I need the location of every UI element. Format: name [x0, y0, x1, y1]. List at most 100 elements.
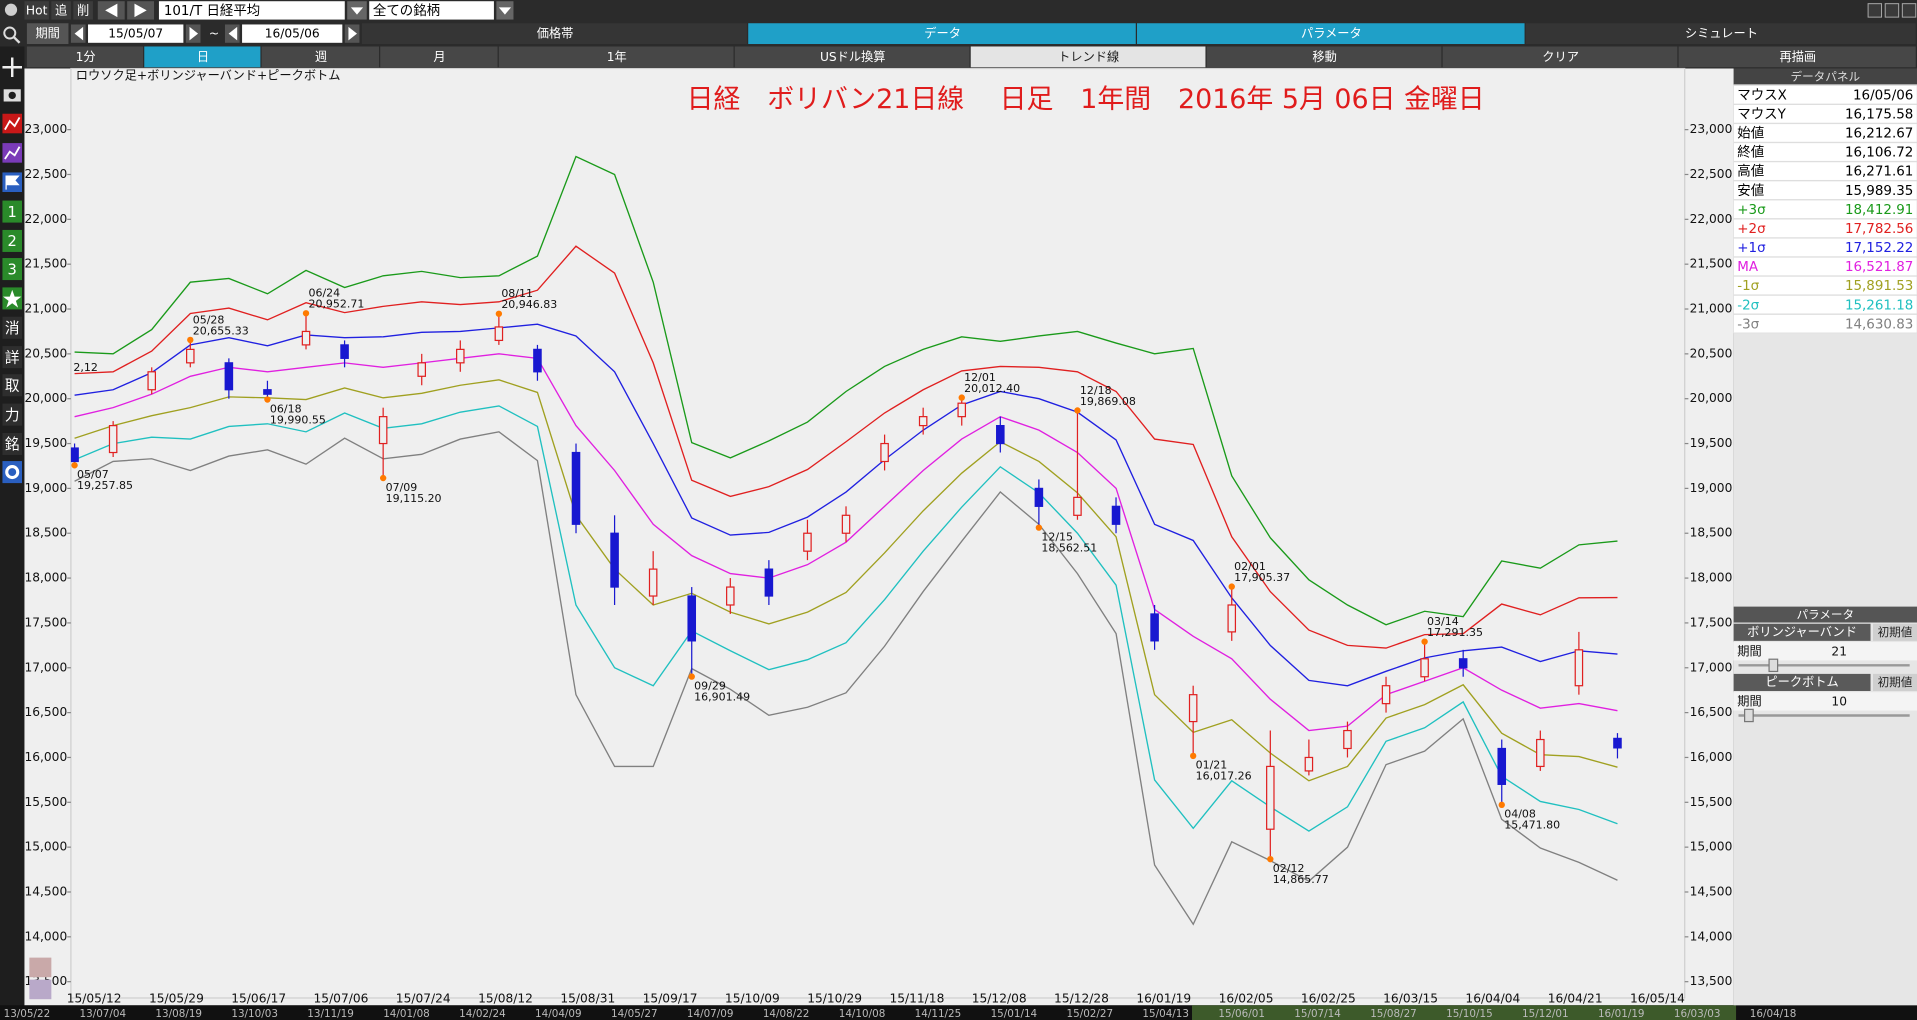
reset-button[interactable]: [1872, 673, 1917, 692]
sidebar-button[interactable]: [2, 200, 23, 223]
toolbar-button[interactable]: [144, 46, 261, 68]
mini-icon[interactable]: [29, 979, 52, 1000]
annotation-date: 09/29: [694, 679, 726, 692]
bulb-icon: [4, 3, 18, 16]
overview-label: 14/01/08: [383, 1008, 430, 1020]
sidebar-button[interactable]: [2, 432, 23, 455]
peak-bottom-marker: [302, 310, 310, 317]
chart-bg: [24, 68, 1734, 1006]
data-row: [1733, 142, 1917, 162]
sidebar-button[interactable]: [2, 258, 23, 281]
overview-label: 15/04/13: [1142, 1008, 1189, 1020]
candle-body: [610, 532, 619, 588]
x-tick-label: 15/05/12: [67, 992, 122, 1006]
tab-label: シミュレート: [1685, 27, 1758, 41]
tab-label: 価格帯: [537, 26, 574, 41]
y-tick-label: 18,000: [24, 571, 67, 585]
tab[interactable]: [361, 23, 747, 45]
data-row-value: 16,106.72: [1845, 146, 1913, 161]
overview-label: 14/08/22: [763, 1008, 810, 1020]
peak-bottom-marker: [495, 310, 503, 317]
param-field-value: 21: [1831, 644, 1847, 658]
annotation-value: 20,655.33: [193, 324, 249, 337]
candle-body: [1150, 613, 1159, 642]
x-tick-label: 16/01/19: [1136, 992, 1191, 1006]
peak-bottom-marker: [1189, 752, 1197, 760]
y-tick-label-right: 15,500: [1690, 795, 1733, 809]
data-row-value: 15,891.53: [1845, 279, 1913, 294]
symbol-box[interactable]: [158, 1, 345, 20]
y-tick-label: 23,000: [24, 122, 67, 136]
toolbar-button[interactable]: [26, 46, 144, 68]
star-icon: [3, 289, 22, 308]
end-date: 16/05/06: [265, 27, 320, 41]
peak-bottom-marker: [958, 394, 965, 401]
annotation-date: 06/18: [270, 402, 302, 415]
settings-button[interactable]: [2, 461, 23, 484]
camera-lens: [8, 91, 16, 100]
peak-bottom-marker: [688, 673, 695, 680]
toolbar-button[interactable]: [1206, 46, 1442, 68]
toolbar-button[interactable]: [261, 46, 379, 68]
annotation-value: 20,946.83: [501, 298, 557, 311]
start-date-box[interactable]: [88, 24, 184, 43]
window-button[interactable]: [1884, 3, 1900, 18]
y-tick-label: 21,500: [24, 257, 67, 271]
window-button[interactable]: [1901, 3, 1917, 18]
data-row-label: -3σ: [1737, 317, 1759, 332]
candle-body: [1497, 747, 1507, 785]
window-button[interactable]: [1867, 3, 1883, 18]
annotation-date: 08/11: [501, 287, 533, 300]
chart-icon-line: [4, 116, 21, 131]
flag-shape: [5, 175, 20, 190]
toolbar-button[interactable]: [380, 46, 498, 68]
slider-thumb[interactable]: [1744, 708, 1754, 723]
toolbar-button[interactable]: [498, 46, 734, 68]
candle-body: [764, 568, 774, 597]
hot-button[interactable]: [24, 1, 49, 20]
reset-button[interactable]: [1872, 623, 1917, 641]
sidebar-button[interactable]: [2, 374, 23, 397]
tab[interactable]: [1136, 23, 1525, 45]
toolbar-button[interactable]: [734, 46, 970, 68]
overview-label: 14/11/25: [915, 1008, 962, 1020]
data-row-label: +3σ: [1737, 203, 1766, 218]
annotation-date: 02/01: [1234, 560, 1266, 573]
period-label: 期間: [35, 27, 59, 41]
band-line: [74, 323, 1618, 687]
toolbar-button[interactable]: [1678, 46, 1916, 68]
symbol: 101/T 日経平均: [164, 3, 260, 19]
param-field-row: [1733, 642, 1917, 661]
end-date-box[interactable]: [242, 24, 343, 43]
sidebar-button[interactable]: [2, 403, 23, 426]
overview-label: 15/08/27: [1370, 1008, 1417, 1020]
annotation-date: 12/15: [1041, 530, 1073, 543]
candle-body: [726, 586, 735, 606]
x-tick-label: 16/02/05: [1219, 992, 1274, 1006]
dropdown-arrow: [350, 7, 364, 15]
toolbar-button[interactable]: [1442, 46, 1678, 68]
tab[interactable]: [748, 23, 1136, 45]
sidebar-button[interactable]: [2, 346, 23, 369]
delete-button[interactable]: [73, 1, 93, 20]
data-row-label: MA: [1737, 260, 1759, 275]
add-button[interactable]: [51, 1, 71, 20]
annotation-date: 05/07: [77, 468, 109, 481]
universe-box[interactable]: [369, 1, 494, 20]
slider-thumb[interactable]: [1768, 658, 1779, 673]
peak-bottom-marker: [187, 336, 194, 344]
y-tick-label-right: 21,000: [1690, 302, 1733, 316]
toolbar-button[interactable]: [970, 46, 1206, 68]
x-tick-label: 15/10/29: [807, 992, 862, 1006]
tab[interactable]: [1525, 23, 1916, 45]
overview-label: 14/07/09: [687, 1008, 734, 1020]
sidebar-label: 取: [5, 377, 20, 394]
sidebar-button[interactable]: [2, 316, 23, 339]
sidebar-button[interactable]: [2, 229, 23, 252]
candle-body: [880, 442, 889, 463]
sidebar-label: 銘: [5, 436, 20, 453]
peak-bottom-marker: [379, 474, 387, 482]
candle-body: [1613, 737, 1622, 749]
mini-icon[interactable]: [29, 957, 52, 978]
data-row: [1733, 180, 1917, 200]
